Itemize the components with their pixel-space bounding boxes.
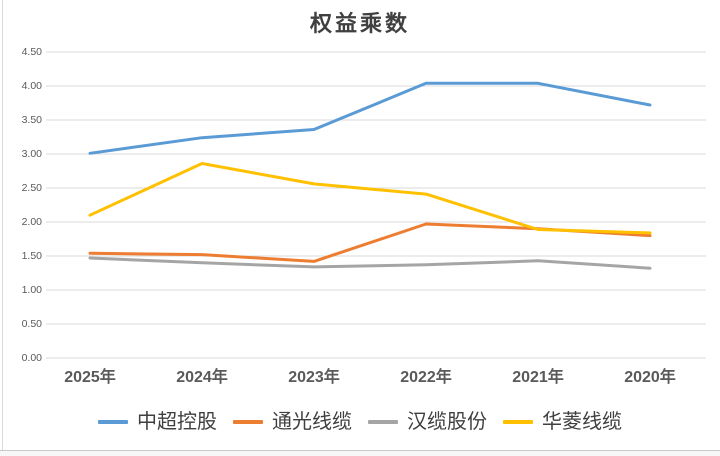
x-axis-label: 2024年 [176,369,228,386]
y-axis-label: 4.50 [21,46,42,58]
y-axis-label: 2.00 [21,216,42,228]
x-axis-label: 2021年 [512,369,564,386]
legend: 中超控股 通光线缆 汉缆股份 华菱线缆 [0,404,720,440]
y-axis-label: 3.50 [21,114,42,126]
y-axis-label: 3.00 [21,148,42,160]
series-line-0 [88,81,652,155]
x-axis-label: 2022年 [400,369,452,386]
legend-swatch-icon [503,420,533,424]
legend-swatch-icon [233,420,263,424]
legend-label: 通光线缆 [272,411,352,433]
legend-item-1: 通光线缆 [233,410,352,434]
y-axis-label: 0.50 [21,318,42,330]
y-axis-label: 1.50 [21,250,42,262]
x-axis-label: 2025年 [64,369,116,386]
x-axis-label: 2020年 [624,369,676,386]
y-axis-label: 2.50 [21,182,42,194]
legend-item-3: 华菱线缆 [503,410,622,434]
legend-swatch-icon [98,420,128,424]
legend-swatch-icon [368,420,398,424]
legend-label: 汉缆股份 [407,411,487,433]
series-line-3 [88,162,652,235]
bottom-margin-band [0,451,720,456]
bottom-divider [0,450,720,451]
y-axis-label: 4.00 [21,80,42,92]
series-line-2 [88,256,652,270]
legend-item-2: 汉缆股份 [368,410,487,434]
legend-label: 中超控股 [137,411,217,433]
x-axis-label: 2023年 [288,369,340,386]
legend-item-0: 中超控股 [98,410,217,434]
y-axis-label: 1.00 [21,284,42,296]
window-left-border [2,0,3,450]
chart-title: 权益乘数 [309,11,410,36]
legend-label: 华菱线缆 [542,411,622,433]
y-axis-label: 0.00 [21,352,42,364]
